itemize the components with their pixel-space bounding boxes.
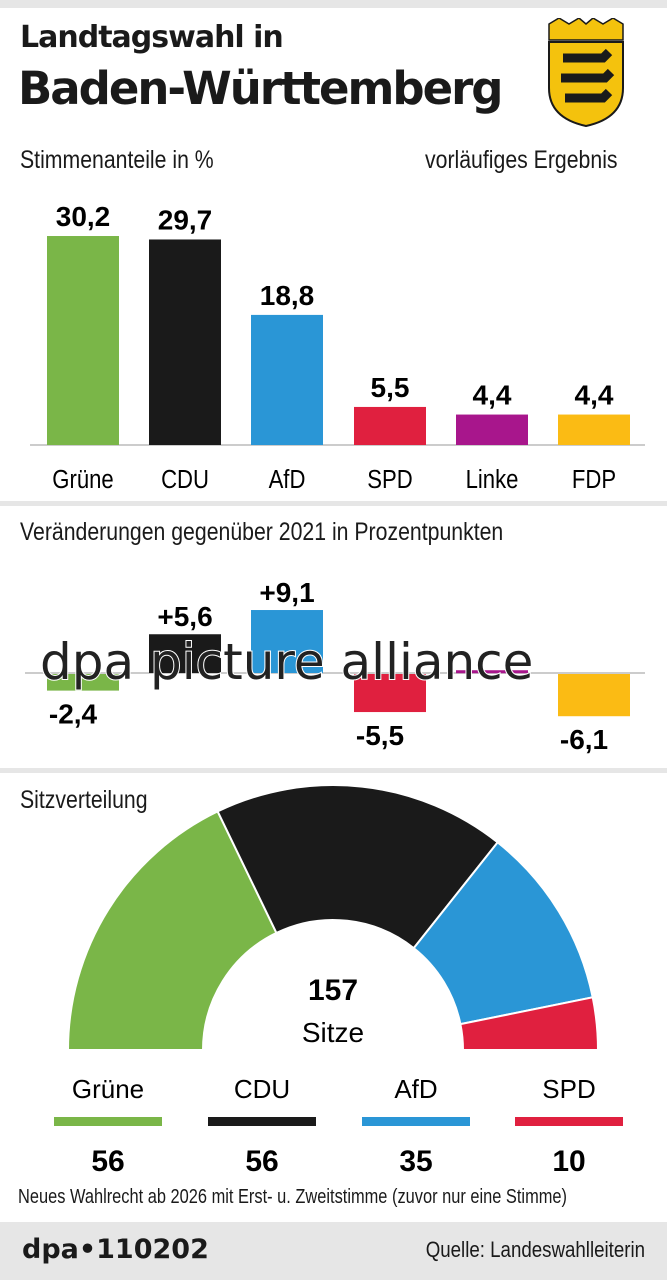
footnote: Neues Wahlrecht ab 2026 mit Erst- u. Zwe… [18, 1186, 567, 1208]
category-label: Grüne [52, 465, 113, 494]
footer: dpa•110202 Quelle: Landeswahlleiterin [0, 1222, 667, 1280]
category-label: Linke [466, 465, 519, 494]
value-label: 4,4 [473, 380, 512, 411]
change-bar-Grüne [47, 674, 119, 691]
legend-label: CDU [234, 1074, 290, 1104]
category-label: AfD [269, 465, 306, 494]
seat-segment-CDU [216, 784, 500, 950]
seat-count: 10 [552, 1145, 585, 1178]
total-seats: 157 [308, 974, 358, 1007]
bar-SPD [354, 406, 426, 445]
change-label: -2,4 [49, 699, 98, 730]
change-label: +9,1 [259, 577, 314, 608]
legend-label: Grüne [72, 1074, 144, 1104]
change-bar-FDP [558, 674, 630, 717]
coat-of-arms-icon [548, 18, 624, 128]
value-label: 5,5 [371, 372, 410, 403]
value-label: 30,2 [56, 201, 111, 232]
category-label: CDU [161, 465, 209, 494]
seat-count: 56 [91, 1145, 124, 1178]
category-label: SPD [367, 465, 412, 494]
top-strip [0, 0, 667, 8]
dpa-id: dpa•110202 [22, 1234, 209, 1265]
category-label: FDP [572, 465, 616, 494]
separator [0, 501, 667, 506]
chart1-note: vorläufiges Ergebnis [425, 146, 618, 174]
bar-FDP [558, 414, 630, 445]
chart3-title: Sitzverteilung [20, 786, 148, 814]
change-bar-AfD [251, 610, 323, 673]
seat-segment-Grüne [66, 810, 278, 1051]
value-label: 18,8 [260, 280, 315, 311]
vote-share-chart: 30,2 Grüne 29,7 CDU 18,8 AfD 5,5 SPD 4,4 Linke 4,4… [30, 201, 645, 494]
bar-Linke [456, 414, 528, 445]
legend-label: SPD [542, 1074, 595, 1104]
seat-count: 35 [399, 1145, 432, 1178]
legend-swatch-AfD [362, 1117, 470, 1126]
change-bar-Linke [456, 670, 528, 674]
change-bar-SPD [354, 674, 426, 713]
seat-count: 56 [245, 1145, 278, 1178]
seat-distribution-chart: 157 Sitze Grüne 56 CDU 56 AfD 35 SPD 10 [0, 784, 667, 1180]
legend-swatch-Grüne [54, 1117, 162, 1126]
chart2-title: Veränderungen gegenüber 2021 in Prozentp… [20, 518, 504, 546]
change-chart: -2,4 +5,6 +9,1 -5,5 -6,1 [25, 577, 645, 755]
bar-AfD [251, 314, 323, 445]
bar-CDU [149, 239, 221, 445]
total-seats-label: Sitze [302, 1017, 364, 1048]
separator [0, 768, 667, 773]
chart1-title: Stimmenanteile in % [20, 146, 214, 174]
legend-swatch-CDU [208, 1117, 316, 1126]
legend-bg [0, 1050, 667, 1180]
legend-label: AfD [394, 1074, 437, 1104]
value-label: 4,4 [575, 380, 614, 411]
watermark: dpa picture alliance [39, 633, 534, 691]
change-label: -5,5 [356, 720, 404, 751]
legend-swatch-SPD [515, 1117, 623, 1126]
bar-Grüne [47, 236, 119, 445]
change-label: +5,6 [157, 601, 212, 632]
change-bar-CDU [149, 634, 221, 673]
change-label: -6,1 [560, 724, 608, 755]
title-line1: Landtagswahl in [20, 20, 284, 55]
value-label: 29,7 [158, 204, 213, 235]
title-line2: Baden-Württemberg [18, 62, 504, 115]
source: Quelle: Landeswahlleiterin [425, 1237, 645, 1262]
